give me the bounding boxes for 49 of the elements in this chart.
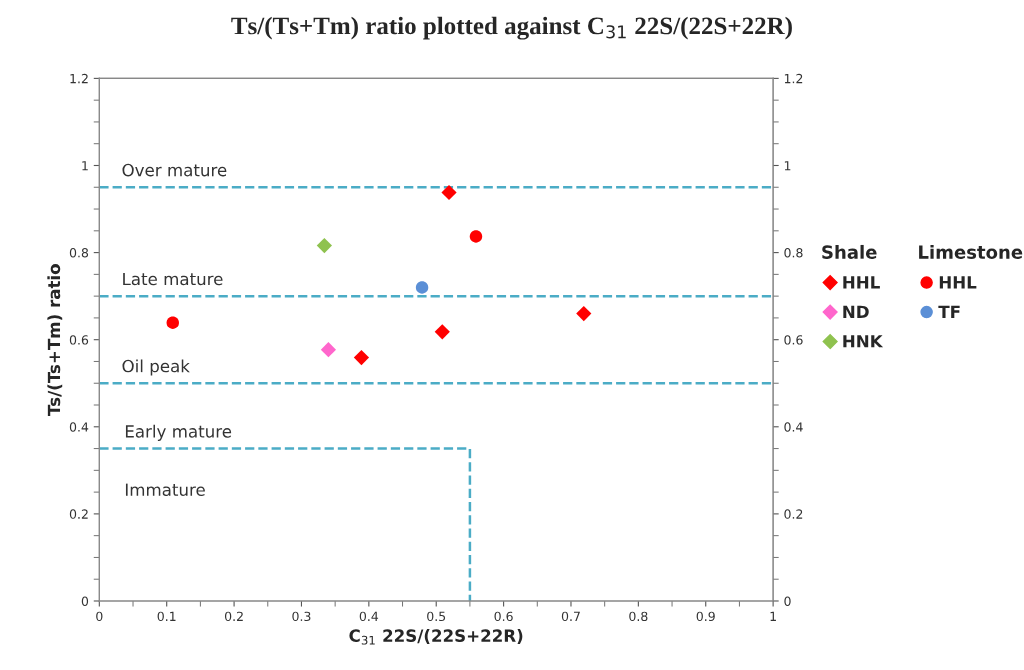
point — [316, 238, 332, 254]
y-tick-label: 0.4 — [69, 422, 89, 432]
text: Limestone — [919, 244, 1023, 259]
point — [320, 342, 337, 358]
y-tick-label: 0.2 — [69, 509, 88, 519]
x-tick-label: 0 — [96, 611, 103, 622]
y2-tick-label: 0.4 — [784, 422, 803, 432]
annotation: Early mature — [125, 424, 232, 441]
y-tick-label: 1.2 — [70, 73, 88, 84]
y-tick-label: 0 — [81, 596, 89, 606]
y-tick-label: 0.8 — [69, 248, 89, 258]
ref-line-label: Late mature — [123, 272, 223, 286]
y2-tick-label: 1.2 — [784, 73, 803, 84]
annotation: Immature — [125, 483, 205, 497]
x-tick-label: 1 — [770, 611, 776, 621]
ref-line-label: Over mature — [122, 163, 227, 177]
point — [166, 316, 179, 329]
x-tick-label: 0.1 — [157, 611, 176, 622]
y2-tick-label: 0.6 — [784, 335, 803, 345]
y2-tick-label: 0.8 — [784, 248, 803, 258]
point — [353, 349, 370, 366]
point — [434, 324, 450, 340]
legend-label: HNK — [843, 335, 884, 348]
point — [415, 281, 429, 294]
legend-label: TF — [938, 305, 960, 318]
y2-tick-label: 0 — [784, 596, 791, 606]
y2-tick-label: 0.2 — [784, 509, 803, 519]
x-tick-label: 0.4 — [359, 611, 379, 622]
x-tick-label: 0.5 — [427, 611, 446, 622]
x-tick-label: 0.7 — [561, 611, 580, 622]
x-tick-label: 0.3 — [292, 611, 311, 622]
legend-label: ND — [843, 305, 869, 318]
x-tick-label: 0.9 — [696, 611, 715, 622]
x-axis-title: C$_{31}$ 22S/(22S+22R) — [349, 629, 523, 645]
chart-title: Ts/(Ts+Tm) ratio plotted against C$_{31}$ 22S/(22S+22R) — [231, 16, 792, 40]
point — [576, 305, 592, 322]
legend-label: HHL — [843, 276, 880, 289]
ref-line-label: Oil peak — [122, 359, 190, 376]
x-tick-label: 0.8 — [629, 611, 648, 622]
x-tick-label: 0.6 — [494, 611, 513, 622]
x-tick-label: 0.2 — [224, 611, 243, 622]
y2-tick-label: 1 — [784, 161, 791, 171]
y-tick-label: 1 — [82, 161, 88, 171]
text: Shale — [822, 244, 877, 259]
legend-label: HHL — [939, 276, 977, 289]
point — [441, 184, 457, 201]
y-axis-title: Ts/(Ts+Tm) ratio — [47, 264, 63, 416]
point — [469, 230, 483, 243]
y-tick-label: 0.6 — [69, 335, 89, 345]
